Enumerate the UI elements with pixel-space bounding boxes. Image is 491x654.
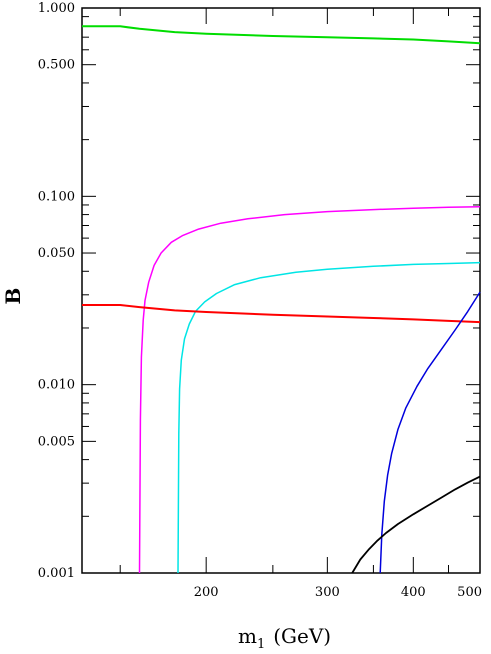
y-tick-label: 0.005 — [38, 434, 75, 449]
y-tick-label: 0.100 — [38, 189, 75, 204]
series-line — [138, 206, 481, 574]
x-tick-label: 200 — [194, 585, 219, 600]
series-line — [177, 261, 481, 574]
x-tick-label: 500 — [457, 585, 482, 600]
x-axis-title: m1 (GeV) — [238, 624, 331, 652]
x-axis-symbol: m — [238, 624, 257, 648]
series-line — [351, 475, 481, 574]
axis-ticks — [82, 7, 481, 574]
y-tick-label: 1.000 — [38, 1, 75, 16]
y-tick-label: 0.500 — [38, 58, 75, 73]
y-axis-title: B — [1, 288, 25, 305]
plot-frame — [81, 7, 481, 574]
y-tick-label: 0.050 — [38, 246, 75, 261]
series-line — [82, 25, 481, 45]
data-series — [82, 25, 481, 574]
x-tick-label: 400 — [401, 585, 426, 600]
x-tick-label: 300 — [315, 585, 340, 600]
x-axis-unit: (GeV) — [273, 624, 331, 648]
x-tick-labels: 200 300 400 500 — [194, 585, 482, 600]
y-tick-label: 0.001 — [38, 566, 75, 581]
y-tick-label: 0.010 — [38, 378, 75, 393]
series-line — [82, 304, 481, 324]
x-axis-subscript: 1 — [257, 637, 265, 652]
y-tick-labels: 0.001 0.005 0.010 0.050 0.100 0.500 1.000 — [38, 1, 75, 581]
series-line — [379, 291, 481, 574]
